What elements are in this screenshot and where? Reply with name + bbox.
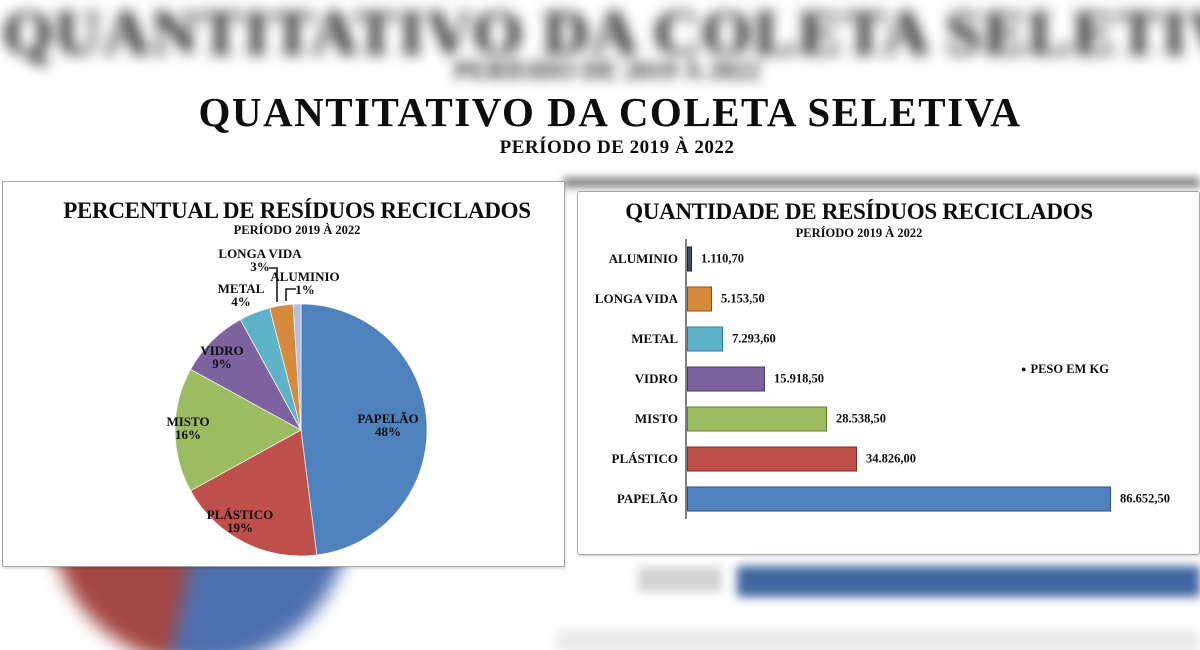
pie-label-4: METAL 4% <box>217 281 265 309</box>
pie-label-3: VIDRO 9% <box>200 343 244 371</box>
bar-row-0: ALUMINIO 1.110,70 <box>578 239 1199 279</box>
bar-row-4: MISTO 28.538,50 <box>578 399 1199 439</box>
bar-category-label: VIDRO <box>634 371 678 386</box>
bar-value-label: 7.293,60 <box>732 331 776 346</box>
bar-value-label: 28.538,50 <box>836 411 886 426</box>
bar-row-2: METAL 7.293,60 <box>578 319 1199 359</box>
bar-category-label: LONGA VIDA <box>594 291 678 306</box>
pie-leader-line-1 <box>285 288 296 301</box>
blurred-bar-fragment-gray <box>638 567 722 592</box>
bar-rect-4 <box>687 406 827 432</box>
pie-chart-subtitle: PERÍODO 2019 À 2022 <box>233 223 361 237</box>
bar-category-label: MISTO <box>634 411 678 426</box>
blurred-bottom-band <box>556 630 1200 650</box>
bar-value-label: 5.153,50 <box>721 291 765 306</box>
bar-rect-5 <box>687 446 857 472</box>
pie-label-6: ALUMINIO 1% <box>270 269 340 297</box>
bar-value-label: 86.652,50 <box>1120 491 1170 506</box>
legend-label: PESO EM KG <box>1030 362 1109 376</box>
bar-chart-y-axis <box>685 239 687 519</box>
bar-row-3: VIDRO 15.918,50 <box>578 359 1199 399</box>
pie-label-0: PAPELÃO 48% <box>357 411 419 439</box>
pie-chart-panel: PERCENTUAL DE RESÍDUOS RECICLADOS PERÍOD… <box>2 181 565 567</box>
bar-category-label: METAL <box>631 331 678 346</box>
bar-category-label: ALUMINIO <box>608 251 678 266</box>
pie-slice-1 <box>190 429 318 557</box>
bar-value-label: 1.110,70 <box>701 251 745 266</box>
bar-chart-subtitle: PERÍODO 2019 À 2022 <box>795 226 923 240</box>
pie-slice-0 <box>300 303 428 556</box>
bar-rect-3 <box>687 366 765 392</box>
bar-row-6: PAPELÃO 86.652,50 <box>578 479 1199 519</box>
pie-label-1: PLÁSTICO 19% <box>206 507 274 535</box>
page-subtitle: PERÍODO DE 2019 À 2022 <box>499 137 735 158</box>
bar-value-label: 15.918,50 <box>774 371 824 386</box>
page-title: QUANTITATIVO DA COLETA SELETIVA <box>198 89 1022 135</box>
bar-category-label: PAPELÃO <box>616 491 678 506</box>
bar-rect-1 <box>687 286 712 312</box>
bar-rect-2 <box>687 326 723 352</box>
bar-chart-panel: QUANTIDADE DE RESÍDUOS RECICLADOS PERÍOD… <box>577 191 1200 555</box>
pie-slice-6 <box>292 303 302 431</box>
bar-row-1: LONGA VIDA 5.153,50 <box>578 279 1199 319</box>
bar-value-label: 34.826,00 <box>866 451 916 466</box>
pie-label-5: LONGA VIDA 3% <box>218 246 302 274</box>
bar-row-5: PLÁSTICO 34.826,00 <box>578 439 1199 479</box>
pie-label-2: MISTO 16% <box>166 414 210 442</box>
bar-category-label: PLÁSTICO <box>611 451 678 466</box>
bar-rect-6 <box>687 486 1111 512</box>
legend: ● PESO EM KG <box>1021 362 1109 377</box>
pie-slice-2 <box>174 368 302 492</box>
blurred-background-subtitle: PERÍODO DE 2019 À 2022 <box>453 56 761 85</box>
bar-rect-0 <box>687 246 692 272</box>
legend-marker-dot: ● <box>1021 364 1027 374</box>
blurred-background-title: QUANTITATIVO DA COLETA SELETIVA <box>2 0 1200 68</box>
pie-chart-title: PERCENTUAL DE RESÍDUOS RECICLADOS <box>63 198 531 223</box>
pie-leader-line-0 <box>269 267 278 302</box>
pie-chart <box>174 267 428 557</box>
bar-chart-title: QUANTIDADE DE RESÍDUOS RECICLADOS <box>625 199 1093 224</box>
blurred-bar-fragment-blue <box>737 566 1200 597</box>
blurred-background-strip <box>563 177 1200 188</box>
